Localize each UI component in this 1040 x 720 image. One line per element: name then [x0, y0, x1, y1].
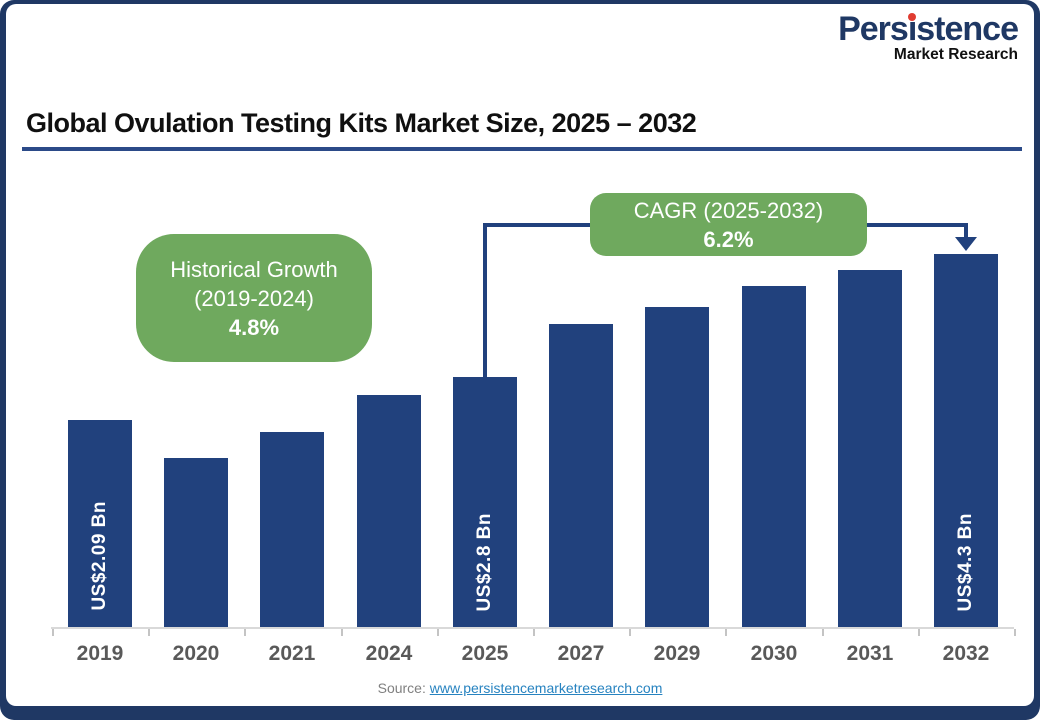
- bar-2032: US$4.3 Bn: [934, 254, 998, 627]
- bar-2024: [357, 395, 421, 627]
- bar-2027: [549, 324, 613, 627]
- x-axis-label-2031: 2031: [846, 642, 894, 665]
- x-axis-label-2019: 2019: [76, 642, 124, 665]
- plot-area: US$2.09 Bn 2019 2020 2021 2024 US$2.8 Bn 2025 2…: [6, 4, 1034, 706]
- x-axis-tick-5: [533, 629, 535, 636]
- arrow-down-icon: [955, 237, 977, 251]
- historical-callout-line2: (2019-2024): [194, 285, 314, 311]
- bar-2025: US$2.8 Bn: [453, 377, 517, 627]
- chart-title: Global Ovulation Testing Kits Market Siz…: [26, 108, 697, 138]
- bar-2021: [260, 432, 324, 627]
- x-axis-label-2021: 2021: [268, 642, 316, 665]
- cagr-connector-vertical-left: [483, 223, 487, 379]
- pmr-logo: Persıstence Market Research: [838, 10, 1019, 63]
- x-axis-tick-7: [725, 629, 727, 636]
- x-axis-label-2025: 2025: [461, 642, 509, 665]
- logo-text-post: stence: [916, 10, 1019, 48]
- cagr-callout-line1: CAGR (2025-2032): [633, 197, 824, 223]
- bar-2031: [838, 270, 902, 627]
- x-axis-tick-3: [341, 629, 343, 636]
- x-axis-tick-10: [1014, 629, 1016, 636]
- logo-text-pre: Pers: [838, 10, 909, 48]
- x-axis-tick-2: [244, 629, 246, 636]
- x-axis-label-2020: 2020: [172, 642, 220, 665]
- x-axis-label-2032: 2032: [942, 642, 990, 665]
- x-axis-label-2027: 2027: [557, 642, 605, 665]
- cagr-callout-value: 6.2%: [703, 226, 754, 252]
- bar-value-label-2025: US$2.8 Bn: [474, 512, 495, 611]
- logo-red-dot-icon: ı: [907, 10, 918, 48]
- x-axis-label-2030: 2030: [750, 642, 798, 665]
- source-line: Source: www.persistencemarketresearch.co…: [6, 680, 1034, 696]
- x-axis-line: [51, 627, 1014, 629]
- bar-2020: [164, 458, 228, 627]
- x-axis-tick-6: [629, 629, 631, 636]
- x-axis-label-2029: 2029: [653, 642, 701, 665]
- logo-tagline: Market Research: [893, 45, 1018, 63]
- x-axis-tick-9: [918, 629, 920, 636]
- x-axis-tick-0: [52, 629, 54, 636]
- bar-2019: US$2.09 Bn: [68, 420, 132, 627]
- title-underline: [22, 147, 1022, 151]
- cagr-callout: CAGR (2025-2032) 6.2%: [590, 193, 867, 256]
- logo-wordmark: Persıstence: [838, 10, 1019, 48]
- x-axis-tick-8: [822, 629, 824, 636]
- historical-callout-value: 4.8%: [228, 314, 280, 340]
- content-card: Persıstence Market Research Global Ovula…: [6, 4, 1034, 706]
- x-axis-tick-1: [148, 629, 150, 636]
- bar-2029: [645, 307, 709, 627]
- cagr-connector-vertical-right: [964, 223, 968, 238]
- bar-value-label-2019: US$2.09 Bn: [89, 501, 110, 611]
- bar-2030: [742, 286, 806, 627]
- x-axis-tick-4: [437, 629, 439, 636]
- historical-callout-line1: Historical Growth: [170, 256, 338, 282]
- bar-value-label-2032: US$4.3 Bn: [955, 512, 976, 611]
- source-link[interactable]: www.persistencemarketresearch.com: [429, 680, 663, 696]
- source-label: Source:: [377, 680, 426, 696]
- x-axis-label-2024: 2024: [365, 642, 413, 665]
- historical-growth-callout: Historical Growth (2019-2024) 4.8%: [136, 234, 372, 362]
